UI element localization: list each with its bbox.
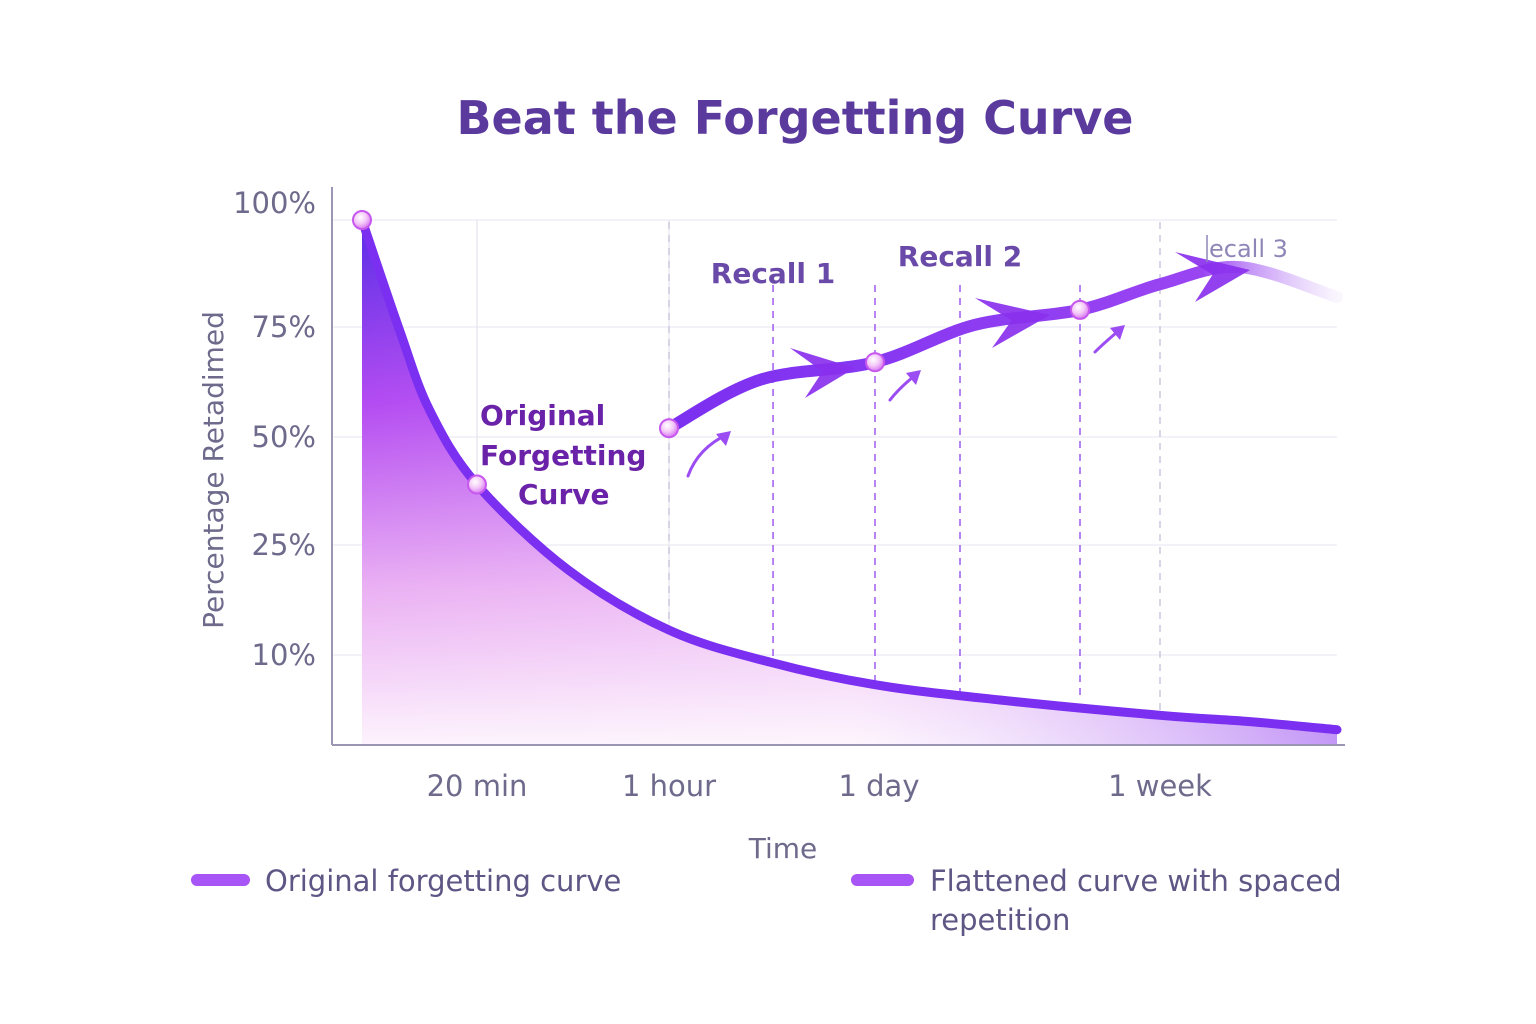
original-curve-area-shade xyxy=(362,220,1337,745)
y-tick-label: 10% xyxy=(252,638,316,672)
legend-label-flattened: Flattened curve with spaced xyxy=(930,864,1342,898)
recall-3-label: ecall 3 xyxy=(1209,235,1288,263)
data-point-marker xyxy=(352,210,372,230)
data-point-marker xyxy=(659,418,679,439)
x-axis-label: Time xyxy=(748,832,818,865)
x-tick-label: 1 hour xyxy=(622,769,716,803)
x-tick-labels: 20 min 1 hour 1 day 1 week xyxy=(427,769,1213,803)
flattened-curve-line xyxy=(663,260,1343,435)
y-tick-label: 25% xyxy=(252,528,316,562)
data-point-marker xyxy=(467,474,487,495)
original-curve-annotation: Original Forgetting Curve xyxy=(480,399,646,511)
series-group xyxy=(352,210,1343,745)
recall-2-label: Recall 2 xyxy=(898,240,1022,273)
boost-arrow-head-icon xyxy=(906,370,921,385)
arrowhead xyxy=(790,348,855,398)
boost-arrow-head-icon xyxy=(716,431,731,446)
data-point-marker xyxy=(1070,299,1091,320)
x-tick-label: 1 week xyxy=(1108,769,1212,803)
y-axis-label: Percentage Retadimed xyxy=(197,311,230,629)
legend: Original forgetting curve Flattened curv… xyxy=(191,864,1342,937)
legend-label-original: Original forgetting curve xyxy=(265,864,621,898)
y-tick-label: 50% xyxy=(252,420,316,454)
legend-label-flattened-cont: repetition xyxy=(930,903,1070,937)
data-point-marker xyxy=(865,352,885,373)
chart-title: Beat the Forgetting Curve xyxy=(456,91,1133,145)
y-tick-label: 75% xyxy=(252,310,316,344)
arrowhead xyxy=(1175,252,1250,302)
y-tick-labels: 100% 75% 50% 25% 10% xyxy=(233,186,316,672)
annotation-line: Original xyxy=(480,399,605,432)
recall-1-label: Recall 1 xyxy=(711,257,835,290)
x-tick-label: 1 day xyxy=(838,769,919,803)
x-tick-label: 20 min xyxy=(427,769,528,803)
annotation-line: Forgetting xyxy=(480,439,646,472)
annotation-line: Curve xyxy=(518,478,610,511)
original-curve-line xyxy=(357,215,1342,735)
y-tick-label: 100% xyxy=(233,186,316,220)
arrowhead xyxy=(975,298,1050,348)
boost-arrow-head-icon xyxy=(1110,325,1125,340)
